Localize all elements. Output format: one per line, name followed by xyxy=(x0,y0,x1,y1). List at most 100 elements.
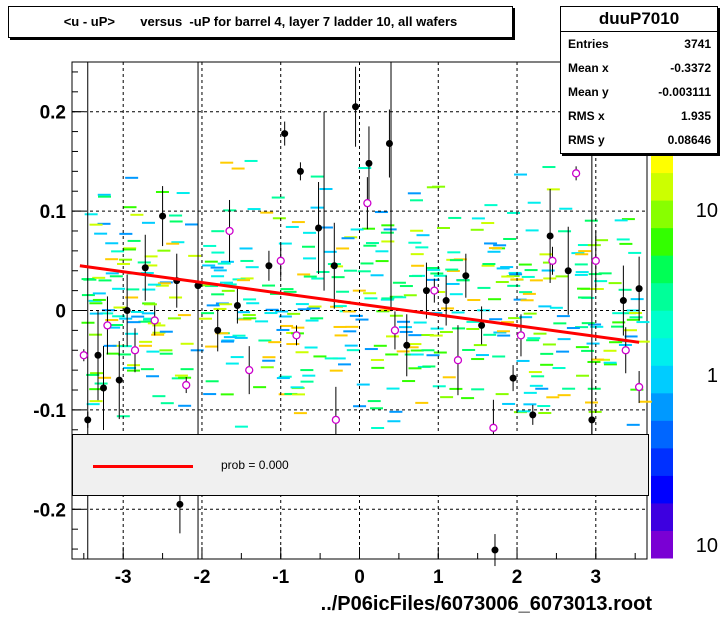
density-cell xyxy=(137,261,151,264)
stats-label: Mean y xyxy=(568,85,609,99)
density-cell xyxy=(90,372,104,375)
density-cell xyxy=(430,272,444,275)
density-cell xyxy=(540,352,554,355)
density-cell xyxy=(471,388,485,391)
stats-row-rms-x: RMS x 1.935 xyxy=(561,104,717,128)
density-cell xyxy=(426,354,440,357)
density-cell xyxy=(243,317,257,320)
density-cell xyxy=(587,360,601,363)
density-cell xyxy=(581,322,595,325)
density-cell xyxy=(577,244,591,247)
density-cell xyxy=(303,257,317,260)
density-cell xyxy=(117,353,131,356)
density-cell xyxy=(466,327,480,330)
density-cell xyxy=(624,335,638,338)
density-cell xyxy=(598,272,612,275)
density-cell xyxy=(116,262,130,265)
density-cell xyxy=(408,241,422,244)
density-cell xyxy=(389,410,403,413)
density-cell xyxy=(363,292,377,295)
density-cell xyxy=(538,412,552,415)
density-cell xyxy=(311,277,325,280)
density-cell xyxy=(262,356,276,359)
density-cell xyxy=(588,323,602,326)
density-cell xyxy=(323,250,337,253)
density-cell xyxy=(246,302,260,305)
density-cell xyxy=(219,281,233,284)
density-cell xyxy=(483,333,497,336)
density-cell xyxy=(271,196,285,199)
density-cell xyxy=(503,237,517,240)
density-cell xyxy=(205,285,219,288)
density-cell xyxy=(421,349,435,352)
color-scale-band xyxy=(651,392,673,421)
black-point xyxy=(115,376,123,384)
density-cell xyxy=(313,355,327,358)
density-cell xyxy=(527,337,541,340)
density-cell xyxy=(577,296,591,299)
density-cell xyxy=(495,281,509,284)
density-cell xyxy=(244,159,258,162)
density-cell xyxy=(240,277,254,280)
profile-points xyxy=(79,169,644,432)
stats-label: RMS x xyxy=(568,109,605,123)
density-cell xyxy=(201,312,215,315)
density-cell xyxy=(576,374,590,377)
density-cell xyxy=(285,225,299,228)
density-cell xyxy=(119,232,133,235)
density-cell xyxy=(230,356,244,359)
density-cell xyxy=(375,260,389,263)
density-cell xyxy=(603,349,617,352)
density-cell xyxy=(94,232,108,235)
density-cell xyxy=(508,271,522,274)
density-cell xyxy=(462,348,476,351)
density-cell xyxy=(171,241,185,244)
density-cell xyxy=(219,303,233,306)
density-cell xyxy=(159,330,173,333)
z-tick-label: 1 xyxy=(707,365,718,387)
density-cell xyxy=(556,350,570,353)
density-cell xyxy=(626,309,640,312)
density-cell xyxy=(343,269,357,272)
density-cell xyxy=(488,247,502,250)
density-cell xyxy=(385,353,399,356)
density-cell xyxy=(305,319,319,322)
density-cell xyxy=(489,318,503,321)
density-cell xyxy=(284,392,298,395)
density-cell xyxy=(303,275,317,278)
density-cell xyxy=(497,334,511,337)
density-cell xyxy=(306,307,320,310)
density-cell xyxy=(517,410,531,413)
density-cell xyxy=(86,403,100,406)
density-cell xyxy=(416,234,430,237)
density-cell xyxy=(449,387,463,390)
density-cell xyxy=(426,267,440,270)
density-cell xyxy=(367,400,381,403)
density-cell xyxy=(138,344,152,347)
density-cell xyxy=(319,188,333,191)
density-cell xyxy=(473,344,487,347)
density-cell xyxy=(527,201,541,204)
density-cell xyxy=(405,346,419,349)
density-cell xyxy=(122,248,136,251)
density-cell xyxy=(205,345,219,348)
black-point xyxy=(635,285,643,293)
profile-point xyxy=(79,351,88,360)
density-cell xyxy=(300,380,314,383)
density-cell xyxy=(119,258,133,261)
density-cell xyxy=(297,308,311,311)
color-scale-band xyxy=(651,337,673,366)
density-cell xyxy=(399,285,413,288)
density-cell xyxy=(549,306,563,309)
black-point xyxy=(233,302,241,310)
density-cell xyxy=(574,273,588,276)
density-cell xyxy=(264,312,278,315)
z-axis-ticks: 10 1 10 xyxy=(696,200,718,557)
color-scale-band xyxy=(651,475,673,504)
x-axis-footer: ../P06icFiles/6073006_6073013.root xyxy=(320,593,652,615)
density-cell xyxy=(357,270,371,273)
density-cell xyxy=(509,273,523,276)
density-cell xyxy=(638,400,652,403)
color-scale xyxy=(651,90,673,559)
density-cell xyxy=(402,380,416,383)
